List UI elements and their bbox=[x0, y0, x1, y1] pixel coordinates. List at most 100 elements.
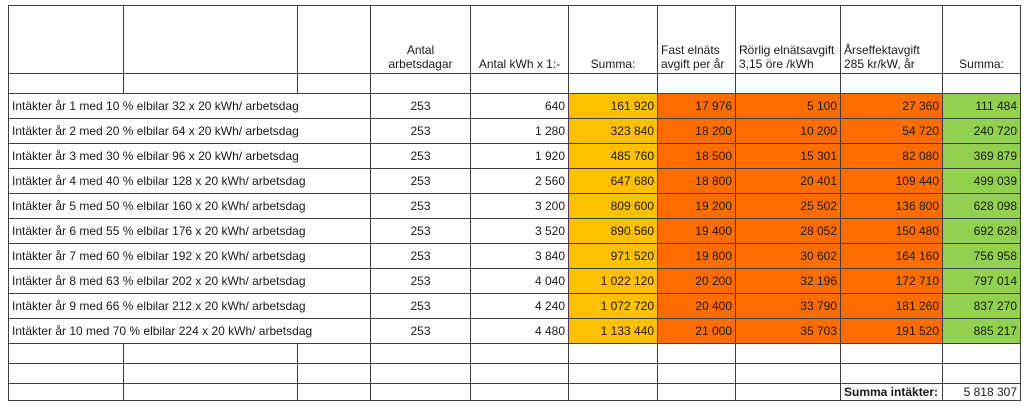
cell-empty[interactable] bbox=[735, 363, 841, 384]
summa-cell[interactable]: 647 680 bbox=[568, 168, 658, 194]
fast-avgift-cell[interactable]: 19 200 bbox=[657, 193, 736, 219]
cell-empty[interactable] bbox=[657, 343, 736, 364]
cell-empty[interactable] bbox=[123, 73, 298, 94]
total-cell[interactable]: 837 270 bbox=[942, 293, 1021, 319]
row-label-cell[interactable]: Intäkter år 8 med 63 % elbilar 202 x 20 … bbox=[8, 268, 371, 294]
fast-avgift-cell[interactable]: 20 400 bbox=[657, 293, 736, 319]
summary-total-value[interactable]: 5 818 307 bbox=[942, 383, 1021, 401]
total-cell[interactable]: 797 014 bbox=[942, 268, 1021, 294]
summary-label[interactable]: Summa intäkter: bbox=[840, 383, 943, 401]
fast-avgift-cell[interactable]: 18 500 bbox=[657, 143, 736, 169]
row-label-cell[interactable]: Intäkter år 7 med 60 % elbilar 192 x 20 … bbox=[8, 243, 371, 269]
cell-empty[interactable] bbox=[8, 383, 124, 401]
cell-empty[interactable] bbox=[470, 73, 569, 94]
header-fast-elnatsavgift[interactable]: Fast elnäts avgift per år bbox=[657, 5, 736, 74]
cell-empty[interactable] bbox=[123, 363, 298, 384]
cell-empty[interactable] bbox=[8, 73, 124, 94]
arseffekt-cell[interactable]: 54 720 bbox=[840, 118, 943, 144]
cell-empty[interactable] bbox=[735, 73, 841, 94]
days-cell[interactable]: 253 bbox=[370, 268, 471, 294]
arseffekt-cell[interactable]: 164 160 bbox=[840, 243, 943, 269]
header-summa-green[interactable]: Summa: bbox=[942, 5, 1021, 74]
fast-avgift-cell[interactable]: 21 000 bbox=[657, 318, 736, 344]
header-rorlig-elnatsavgift[interactable]: Rörlig elnätsavgift 3,15 öre /kWh bbox=[735, 5, 841, 74]
days-cell[interactable]: 253 bbox=[370, 218, 471, 244]
cell-empty[interactable] bbox=[370, 363, 471, 384]
total-cell[interactable]: 885 217 bbox=[942, 318, 1021, 344]
days-cell[interactable]: 253 bbox=[370, 168, 471, 194]
kwh-cell[interactable]: 640 bbox=[470, 93, 569, 119]
cell-empty[interactable] bbox=[840, 363, 943, 384]
kwh-cell[interactable]: 3 520 bbox=[470, 218, 569, 244]
cell-empty[interactable] bbox=[470, 343, 569, 364]
rorlig-avgift-cell[interactable]: 35 703 bbox=[735, 318, 841, 344]
cell-empty[interactable] bbox=[370, 73, 471, 94]
kwh-cell[interactable]: 1 280 bbox=[470, 118, 569, 144]
cell-empty[interactable] bbox=[297, 343, 371, 364]
rorlig-avgift-cell[interactable]: 33 790 bbox=[735, 293, 841, 319]
total-cell[interactable]: 692 628 bbox=[942, 218, 1021, 244]
rorlig-avgift-cell[interactable]: 20 401 bbox=[735, 168, 841, 194]
days-cell[interactable]: 253 bbox=[370, 143, 471, 169]
cell-empty[interactable] bbox=[657, 73, 736, 94]
kwh-cell[interactable]: 4 240 bbox=[470, 293, 569, 319]
cell-empty[interactable] bbox=[370, 383, 471, 401]
arseffekt-cell[interactable]: 136 800 bbox=[840, 193, 943, 219]
cell-empty[interactable] bbox=[297, 73, 371, 94]
cell-empty[interactable] bbox=[297, 383, 371, 401]
row-label-cell[interactable]: Intäkter år 6 med 55 % elbilar 176 x 20 … bbox=[8, 218, 371, 244]
arseffekt-cell[interactable]: 109 440 bbox=[840, 168, 943, 194]
days-cell[interactable]: 253 bbox=[370, 318, 471, 344]
cell-empty[interactable] bbox=[470, 363, 569, 384]
kwh-cell[interactable]: 4 040 bbox=[470, 268, 569, 294]
arseffekt-cell[interactable]: 191 520 bbox=[840, 318, 943, 344]
cell-empty[interactable] bbox=[123, 5, 298, 74]
row-label-cell[interactable]: Intäkter år 9 med 66 % elbilar 212 x 20 … bbox=[8, 293, 371, 319]
fast-avgift-cell[interactable]: 18 200 bbox=[657, 118, 736, 144]
header-arseffektavgift[interactable]: Årseffektavgift 285 kr/kW, år bbox=[840, 5, 943, 74]
rorlig-avgift-cell[interactable]: 10 200 bbox=[735, 118, 841, 144]
summa-cell[interactable]: 1 072 720 bbox=[568, 293, 658, 319]
row-label-cell[interactable]: Intäkter år 5 med 50 % elbilar 160 x 20 … bbox=[8, 193, 371, 219]
cell-empty[interactable] bbox=[297, 363, 371, 384]
fast-avgift-cell[interactable]: 18 800 bbox=[657, 168, 736, 194]
cell-empty[interactable] bbox=[8, 343, 124, 364]
cell-empty[interactable] bbox=[942, 73, 1021, 94]
cell-empty[interactable] bbox=[297, 5, 371, 74]
row-label-cell[interactable]: Intäkter år 10 med 70 % elbilar 224 x 20… bbox=[8, 318, 371, 344]
summa-cell[interactable]: 890 560 bbox=[568, 218, 658, 244]
cell-empty[interactable] bbox=[657, 363, 736, 384]
fast-avgift-cell[interactable]: 19 400 bbox=[657, 218, 736, 244]
total-cell[interactable]: 499 039 bbox=[942, 168, 1021, 194]
cell-empty[interactable] bbox=[8, 5, 124, 74]
total-cell[interactable]: 240 720 bbox=[942, 118, 1021, 144]
cell-empty[interactable] bbox=[123, 343, 298, 364]
days-cell[interactable]: 253 bbox=[370, 243, 471, 269]
row-label-cell[interactable]: Intäkter år 1 med 10 % elbilar 32 x 20 k… bbox=[8, 93, 371, 119]
kwh-cell[interactable]: 3 840 bbox=[470, 243, 569, 269]
arseffekt-cell[interactable]: 82 080 bbox=[840, 143, 943, 169]
fast-avgift-cell[interactable]: 19 800 bbox=[657, 243, 736, 269]
row-label-cell[interactable]: Intäkter år 4 med 40 % elbilar 128 x 20 … bbox=[8, 168, 371, 194]
rorlig-avgift-cell[interactable]: 5 100 bbox=[735, 93, 841, 119]
arseffekt-cell[interactable]: 150 480 bbox=[840, 218, 943, 244]
rorlig-avgift-cell[interactable]: 28 052 bbox=[735, 218, 841, 244]
header-antal-arbetsdagar[interactable]: Antal arbetsdagar bbox=[370, 5, 471, 74]
summa-cell[interactable]: 1 133 440 bbox=[568, 318, 658, 344]
cell-empty[interactable] bbox=[942, 343, 1021, 364]
kwh-cell[interactable]: 2 560 bbox=[470, 168, 569, 194]
arseffekt-cell[interactable]: 172 710 bbox=[840, 268, 943, 294]
summa-cell[interactable]: 971 520 bbox=[568, 243, 658, 269]
header-summa-gold[interactable]: Summa: bbox=[568, 5, 658, 74]
cell-empty[interactable] bbox=[657, 383, 736, 401]
kwh-cell[interactable]: 1 920 bbox=[470, 143, 569, 169]
cell-empty[interactable] bbox=[568, 73, 658, 94]
summa-cell[interactable]: 161 920 bbox=[568, 93, 658, 119]
arseffekt-cell[interactable]: 181 260 bbox=[840, 293, 943, 319]
cell-empty[interactable] bbox=[942, 363, 1021, 384]
cell-empty[interactable] bbox=[370, 343, 471, 364]
rorlig-avgift-cell[interactable]: 15 301 bbox=[735, 143, 841, 169]
days-cell[interactable]: 253 bbox=[370, 293, 471, 319]
row-label-cell[interactable]: Intäkter år 3 med 30 % elbilar 96 x 20 k… bbox=[8, 143, 371, 169]
fast-avgift-cell[interactable]: 20 200 bbox=[657, 268, 736, 294]
